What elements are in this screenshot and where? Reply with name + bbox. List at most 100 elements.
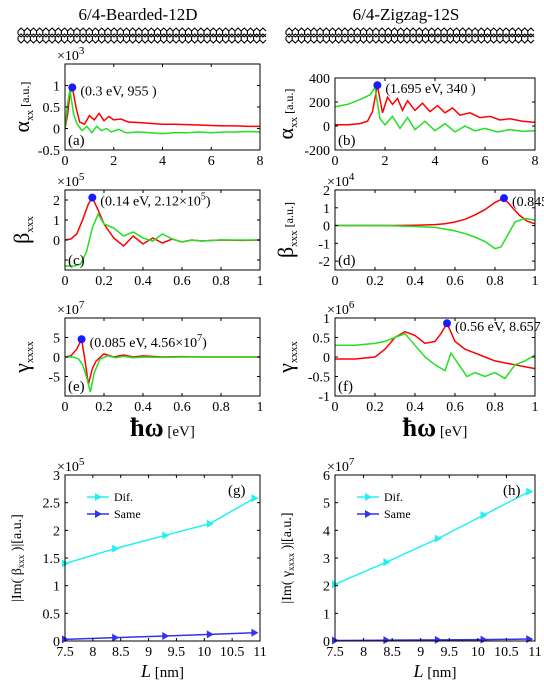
y-tick-label: 1 xyxy=(323,312,330,327)
peak-marker-icon xyxy=(77,335,86,344)
x-tick-label: 9 xyxy=(417,645,424,660)
y-tick-label: 0.5 xyxy=(313,332,331,347)
panel-label: (b) xyxy=(338,133,356,149)
panel-label: (d) xyxy=(338,253,356,269)
peak-marker-icon xyxy=(88,193,97,202)
axis-multiplier-exponent: 5 xyxy=(79,171,85,183)
y-tick-label: 6 xyxy=(323,469,330,484)
y-tick-label: 2 xyxy=(53,194,60,209)
panel-label: (g) xyxy=(228,483,246,499)
series-line-green xyxy=(335,332,535,380)
y-tick-label: 0.5 xyxy=(43,607,61,622)
ribbon-lattice-path xyxy=(17,27,267,44)
axis-multiplier: ×107 xyxy=(327,456,355,475)
series-line-blue xyxy=(65,631,255,641)
data-point-marker xyxy=(434,534,442,543)
y-axis-label: γxxxx xyxy=(273,341,300,374)
y-axis-label: βxxx [a.u.] xyxy=(273,202,300,258)
y-tick-label: -5 xyxy=(48,371,60,386)
legend-marker xyxy=(365,493,372,501)
series-line-cyan xyxy=(335,490,530,585)
y-tick-label: 1 xyxy=(53,80,60,95)
x-tick-label: 1 xyxy=(532,400,539,415)
x-tick-label: 8 xyxy=(89,645,96,660)
y-tick-label: 400 xyxy=(309,72,330,87)
x-tick-label: 0 xyxy=(62,400,69,415)
x-tick-label: 1 xyxy=(257,400,264,415)
y-tick-label: -1 xyxy=(318,237,330,252)
y-axis-unit: [a.u.] xyxy=(282,202,296,230)
legend-label: Dif. xyxy=(384,490,403,504)
y-tick-label: 0 xyxy=(53,635,60,650)
x-tick-label: 2 xyxy=(110,154,117,169)
chart-panel-g: 7.5 8 8.5 9 9.5 10 10.5 11 0 0.5 1 1.5 2 2.5 3×105 |Im(… xyxy=(10,456,267,681)
ribbon-lattice-icon xyxy=(17,27,267,44)
x-tick-label: 8 xyxy=(257,154,264,169)
x-tick-label: 9.5 xyxy=(168,645,186,660)
y-tick-label: 0 xyxy=(323,635,330,650)
x-tick-label: 11 xyxy=(528,645,541,660)
data-point-marker xyxy=(112,544,120,553)
y-axis-label: βxxx xyxy=(9,216,36,244)
x-axis-label: ħω [eV] xyxy=(403,413,468,442)
x-tick-label: 8 xyxy=(360,645,367,660)
x-tick-label: 0.4 xyxy=(406,400,424,415)
series-line-green xyxy=(65,212,260,267)
y-axis-unit: )|[a.u.] xyxy=(10,514,25,555)
y-axis-subscript: xx xyxy=(288,116,300,128)
x-tick-label: 8 xyxy=(532,154,539,169)
series-line-red xyxy=(335,85,535,126)
chart-panel-h: 7.5 8 8.5 9 9.5 10 10.5 11 0 1 2 3 4 5 6×107 |Im( γxxxx… xyxy=(280,456,542,681)
x-tick-label: 7.5 xyxy=(326,645,344,660)
y-axis-subscript: xxxx xyxy=(288,341,300,364)
y-tick-label: 0 xyxy=(53,123,60,138)
y-tick-label: 0 xyxy=(323,120,330,135)
data-point-marker xyxy=(251,628,259,637)
x-axis-unit: [nm] xyxy=(151,665,184,681)
y-tick-label: -0.5 xyxy=(38,144,60,159)
x-tick-label: 0.6 xyxy=(446,400,464,415)
y-tick-label: 3 xyxy=(53,469,60,484)
x-tick-label: 0.2 xyxy=(95,400,113,415)
x-tick-label: 0.4 xyxy=(134,274,152,289)
x-axis-label: ħω [eV] xyxy=(130,413,195,442)
peak-annotation-text: (0.3 eV, 955 ) xyxy=(80,84,157,99)
peak-annotation-text: (0.14 eV, 2.12×10 xyxy=(100,195,201,210)
x-tick-label: 9 xyxy=(145,645,152,660)
x-axis-unit: [nm] xyxy=(424,665,457,681)
x-tick-label: 1 xyxy=(532,274,539,289)
data-point-marker xyxy=(206,519,214,528)
data-point-marker xyxy=(112,633,120,642)
x-tick-label: 0 xyxy=(62,274,69,289)
x-tick-label: 0.6 xyxy=(446,274,464,289)
x-tick-label: 0.6 xyxy=(173,274,191,289)
peak-marker-icon xyxy=(68,83,77,92)
x-axis-symbol: L xyxy=(413,661,424,681)
x-tick-label: 0.4 xyxy=(406,274,424,289)
peak-annotation: (0.3 eV, 955 ) xyxy=(80,84,157,99)
y-axis-symbol: γ xyxy=(9,363,34,374)
x-tick-label: 10 xyxy=(471,645,485,660)
y-tick-label: 1 xyxy=(53,214,60,229)
axes-frame xyxy=(64,189,261,271)
data-point-marker xyxy=(434,635,442,644)
y-tick-label: 2.5 xyxy=(43,497,61,512)
axis-multiplier-exponent: 4 xyxy=(349,171,355,183)
peak-annotation-end: ) xyxy=(202,336,207,351)
x-axis-label: L [nm] xyxy=(413,661,457,681)
y-tick-label: 200 xyxy=(309,96,330,111)
panel-label: (f) xyxy=(338,379,353,395)
x-tick-label: 9.5 xyxy=(441,645,459,660)
x-tick-label: 0.8 xyxy=(212,274,230,289)
x-tick-label: 0.8 xyxy=(486,274,504,289)
y-axis-label: γxxxx xyxy=(9,341,36,374)
legend-label: Dif. xyxy=(114,490,133,504)
axes-frame xyxy=(64,63,261,151)
x-tick-label: 0.6 xyxy=(173,400,191,415)
peak-marker-icon xyxy=(443,319,451,328)
x-tick-label: 4 xyxy=(432,154,439,169)
y-tick-label: 0 xyxy=(323,220,330,235)
y-axis-subscript: xxx xyxy=(288,230,300,247)
